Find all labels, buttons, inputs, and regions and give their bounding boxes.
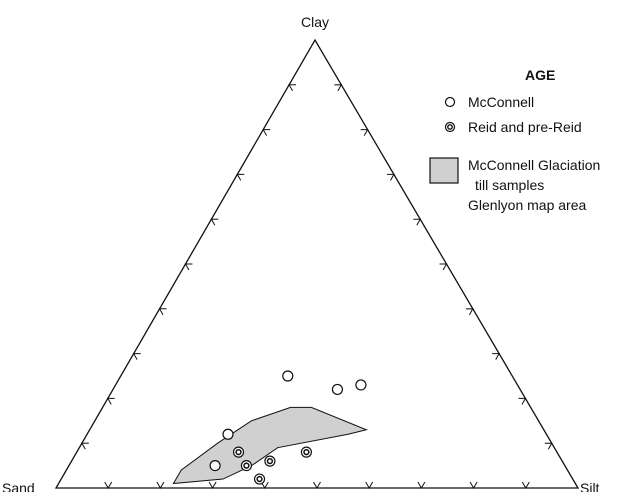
point-mcconnell-1: [331, 383, 344, 396]
point-mcconnell-4: [209, 460, 221, 472]
tick-right-5: [439, 263, 448, 271]
tick-right-1: [544, 442, 553, 450]
legend: AGE McConnell Reid and pre-Reid McConnel…: [429, 67, 600, 213]
tick-right-2: [518, 397, 527, 405]
legend-label-mcconnell: McConnell: [468, 94, 534, 110]
point-mcconnell-0: [282, 370, 294, 382]
tick-right-9: [334, 84, 343, 92]
tick-base-1: [104, 481, 113, 489]
tick-left-2: [106, 397, 115, 405]
tick-right-7: [386, 173, 395, 181]
legend-label-till-line-1: McConnell Glaciation: [468, 157, 600, 173]
legend-label-till-line-2: till samples: [475, 177, 544, 193]
vertex-label-silt: Silt: [580, 480, 600, 492]
legend-label-reid: Reid and pre-Reid: [468, 119, 582, 135]
point-reid-3: [300, 446, 312, 458]
tick-left-8: [262, 129, 271, 136]
tick-marks: [81, 84, 553, 489]
tick-base-8: [469, 481, 478, 489]
tick-left-7: [236, 173, 245, 181]
point-mcconnell-2: [355, 379, 367, 391]
point-reid-4: [253, 473, 266, 485]
tick-right-6: [413, 218, 422, 226]
data-points: [209, 370, 367, 485]
legend-title: AGE: [525, 67, 555, 83]
tick-left-6: [210, 218, 219, 226]
tick-right-8: [360, 129, 369, 136]
point-reid-0: [232, 446, 245, 458]
tick-base-9: [521, 481, 530, 489]
point-reid-1: [240, 460, 253, 472]
tick-base-5: [313, 481, 321, 489]
vertex-label-sand: Sand: [2, 480, 35, 492]
point-reid-2: [264, 455, 276, 467]
tick-left-9: [288, 84, 297, 92]
point-mcconnell-3: [222, 428, 234, 440]
till-field-layer: [172, 406, 368, 485]
tick-left-1: [81, 442, 89, 450]
tick-base-7: [417, 481, 426, 489]
tick-right-3: [492, 353, 500, 360]
legend-marker-open-circle: [444, 96, 456, 108]
tick-right-4: [465, 308, 474, 316]
tick-base-6: [365, 481, 374, 489]
tick-base-3: [208, 481, 217, 489]
vertex-label-clay: Clay: [301, 14, 329, 30]
legend-label-till-line-3: Glenlyon map area: [468, 197, 587, 213]
tick-left-5: [184, 263, 193, 271]
tick-base-2: [156, 481, 165, 489]
tick-left-3: [132, 353, 141, 360]
tick-base-4: [260, 481, 269, 489]
legend-swatch-till-field: [429, 157, 459, 184]
till-field-polygon: [172, 406, 368, 485]
legend-marker-double-circle-inner: [447, 124, 453, 130]
tick-left-4: [158, 308, 167, 316]
